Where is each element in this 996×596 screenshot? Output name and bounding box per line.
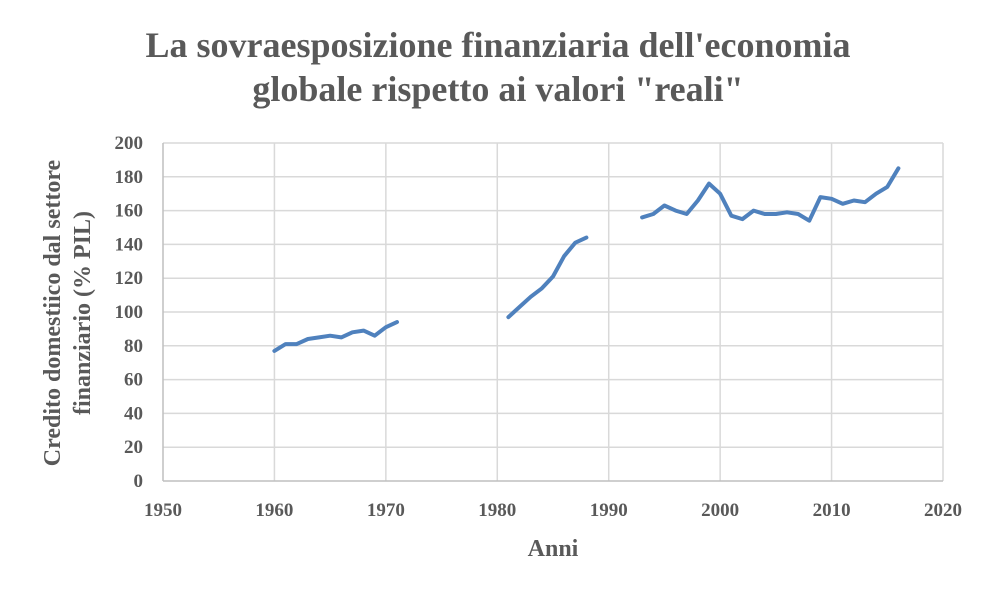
x-tick-label: 1970 xyxy=(367,500,405,521)
x-tick-label: 1960 xyxy=(255,500,293,521)
y-axis-label-line-2: finanziario (% PIL) xyxy=(70,211,96,415)
y-tick-label: 0 xyxy=(134,471,144,492)
x-tick-label: 2010 xyxy=(813,500,851,521)
axes xyxy=(162,143,943,482)
y-tick-labels: 0 20 40 60 80 100 120 140 160 180 200 xyxy=(115,133,144,492)
series-line-segment xyxy=(506,235,589,320)
y-tick-label: 160 xyxy=(115,201,144,222)
x-tick-labels: 1950 1960 1970 1980 1990 2000 2010 2020 xyxy=(144,500,962,521)
series-line-segment xyxy=(272,320,399,353)
y-tick-label: 40 xyxy=(124,403,143,424)
gridlines xyxy=(163,142,944,481)
chart-title-line-2: globale rispetto ai valori "reali" xyxy=(252,69,743,109)
x-axis-label: Anni xyxy=(528,536,579,562)
y-axis-label: Credito domestiico dal settore finanziar… xyxy=(40,159,96,466)
series-line-segment xyxy=(640,166,901,223)
x-tick-label: 2000 xyxy=(701,500,739,521)
y-tick-label: 60 xyxy=(124,370,143,391)
y-tick-label: 140 xyxy=(115,234,144,255)
x-tick-label: 2020 xyxy=(924,500,962,521)
y-tick-label: 120 xyxy=(115,268,144,289)
x-tick-label: 1990 xyxy=(590,500,628,521)
chart-title-line-1: La sovraesposizione finanziaria dell'eco… xyxy=(146,25,851,65)
y-axis-label-line-1: Credito domestiico dal settore xyxy=(40,159,66,466)
y-tick-label: 200 xyxy=(115,133,144,154)
y-tick-label: 180 xyxy=(115,167,144,188)
y-tick-label: 20 xyxy=(124,437,143,458)
y-tick-label: 80 xyxy=(124,336,143,357)
x-tick-label: 1950 xyxy=(144,500,182,521)
series-credito xyxy=(272,166,901,353)
y-tick-label: 100 xyxy=(115,302,144,323)
x-tick-label: 1980 xyxy=(478,500,516,521)
